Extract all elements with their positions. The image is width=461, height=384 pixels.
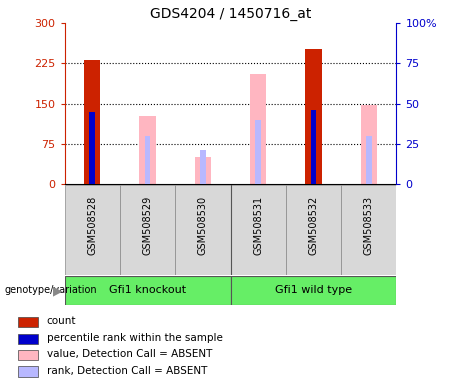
Title: GDS4204 / 1450716_at: GDS4204 / 1450716_at [150, 7, 311, 21]
Bar [361, 105, 377, 184]
Text: GSM508531: GSM508531 [253, 196, 263, 255]
Bar [89, 112, 95, 184]
Text: Gfi1 knockout: Gfi1 knockout [109, 285, 186, 296]
Text: GSM508529: GSM508529 [142, 196, 153, 255]
Bar [18, 350, 38, 360]
Bar [255, 120, 261, 184]
Bar [84, 60, 100, 184]
Text: genotype/variation: genotype/variation [5, 285, 97, 296]
Bar [65, 276, 230, 305]
Bar [230, 185, 286, 275]
Text: GSM508528: GSM508528 [87, 196, 97, 255]
Text: ▶: ▶ [53, 284, 62, 297]
Text: Gfi1 wild type: Gfi1 wild type [275, 285, 352, 296]
Bar [120, 185, 175, 275]
Bar [145, 136, 150, 184]
Text: percentile rank within the sample: percentile rank within the sample [47, 333, 223, 343]
Text: rank, Detection Call = ABSENT: rank, Detection Call = ABSENT [47, 366, 207, 376]
Bar [366, 136, 372, 184]
Bar [18, 317, 38, 327]
Bar [305, 49, 322, 184]
Bar [195, 157, 211, 184]
Text: value, Detection Call = ABSENT: value, Detection Call = ABSENT [47, 349, 212, 359]
Bar [311, 110, 316, 184]
Bar [286, 185, 341, 275]
Bar [18, 334, 38, 344]
Text: GSM508532: GSM508532 [308, 196, 319, 255]
Text: GSM508533: GSM508533 [364, 196, 374, 255]
Text: GSM508530: GSM508530 [198, 196, 208, 255]
Bar [175, 185, 230, 275]
Bar [250, 74, 266, 184]
Bar [341, 185, 396, 275]
Bar [230, 276, 396, 305]
Bar [200, 151, 206, 184]
Bar [139, 116, 156, 184]
Text: count: count [47, 316, 77, 326]
Bar [65, 185, 120, 275]
Bar [18, 366, 38, 376]
